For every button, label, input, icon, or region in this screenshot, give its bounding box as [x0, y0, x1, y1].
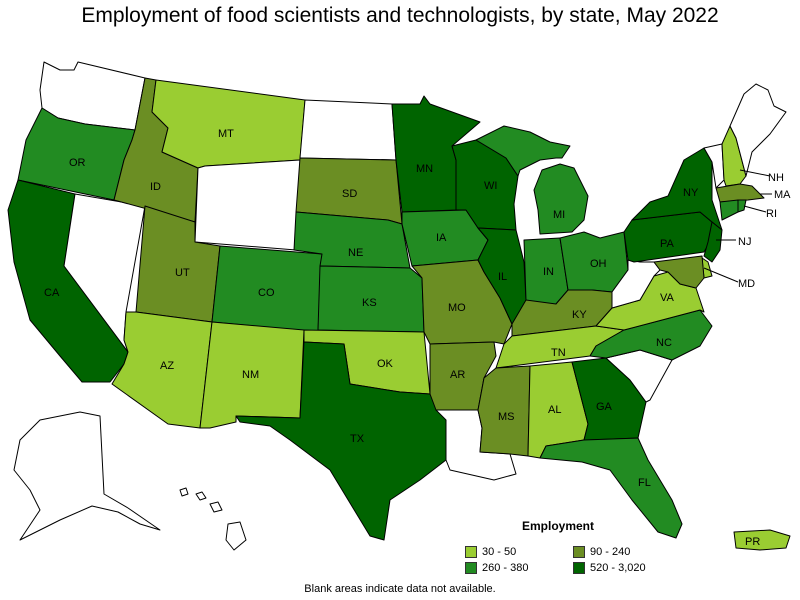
- label-OK: OK: [377, 358, 394, 370]
- label-NJ: NJ: [738, 236, 751, 248]
- label-MA: MA: [774, 189, 791, 201]
- state-AK[interactable]: [13, 411, 161, 541]
- label-OH: OH: [590, 258, 607, 270]
- label-MO: MO: [448, 302, 466, 314]
- state-MD[interactable]: [653, 255, 705, 289]
- label-MS: MS: [498, 411, 515, 423]
- label-MD: MD: [738, 278, 755, 290]
- state-ND[interactable]: [299, 99, 397, 161]
- label-NE: NE: [348, 247, 363, 259]
- legend-swatch-2: [573, 546, 585, 558]
- label-UT: UT: [175, 267, 190, 279]
- state-PR[interactable]: [733, 529, 791, 551]
- label-MN: MN: [416, 163, 433, 175]
- state-MA[interactable]: [715, 183, 765, 203]
- state-NM[interactable]: [199, 321, 305, 429]
- footnote: Blank areas indicate data not available.: [304, 583, 496, 595]
- legend-label-2: 90 - 240: [590, 546, 631, 558]
- state-MT[interactable]: [151, 79, 306, 169]
- label-CO: CO: [258, 287, 275, 299]
- state-WY[interactable]: [194, 159, 301, 251]
- label-TN: TN: [551, 347, 566, 359]
- state-labels: OR CA ID MT UT AZ CO NM SD NE KS OK TX M…: [44, 128, 791, 548]
- leader-lines: [703, 169, 772, 283]
- legend-swatch-3: [465, 562, 477, 574]
- state-RI[interactable]: [737, 199, 747, 213]
- legend-swatch-1: [465, 546, 477, 558]
- label-PR: PR: [745, 536, 760, 548]
- label-VA: VA: [660, 292, 675, 304]
- label-AR: AR: [450, 369, 465, 381]
- legend-label-4: 520 - 3,020: [590, 562, 646, 574]
- label-NY: NY: [683, 187, 699, 199]
- legend-title: Employment: [522, 519, 595, 533]
- state-TX[interactable]: [235, 341, 447, 541]
- label-IN: IN: [543, 266, 554, 278]
- label-NC: NC: [656, 337, 672, 349]
- state-HI[interactable]: [179, 487, 247, 551]
- label-NH: NH: [768, 172, 784, 184]
- label-CA: CA: [44, 287, 60, 299]
- label-KY: KY: [572, 309, 587, 321]
- state-FL[interactable]: [539, 437, 683, 539]
- label-MT: MT: [218, 128, 234, 140]
- label-AZ: AZ: [160, 360, 174, 372]
- state-NJ[interactable]: [703, 221, 723, 263]
- label-NM: NM: [242, 369, 259, 381]
- label-MI: MI: [553, 209, 565, 221]
- label-IL: IL: [498, 271, 507, 283]
- legend-label-1: 30 - 50: [482, 546, 517, 558]
- legend-label-3: 260 - 380: [482, 562, 529, 574]
- label-SD: SD: [342, 188, 357, 200]
- state-CT[interactable]: [719, 199, 739, 221]
- label-PA: PA: [660, 238, 675, 250]
- label-OR: OR: [69, 157, 86, 169]
- label-KS: KS: [362, 297, 377, 309]
- map-title: Employment of food scientists and techno…: [81, 4, 719, 27]
- label-WI: WI: [484, 180, 497, 192]
- legend-item-1: 30 - 50: [465, 546, 516, 558]
- state-VT[interactable]: [703, 143, 725, 189]
- label-IA: IA: [436, 232, 447, 244]
- label-TX: TX: [350, 433, 365, 445]
- label-ID: ID: [150, 181, 161, 193]
- legend-item-3: 260 - 380: [465, 562, 528, 574]
- state-ME[interactable]: [729, 83, 787, 177]
- legend-swatch-4: [573, 562, 585, 574]
- label-AL: AL: [548, 404, 561, 416]
- label-GA: GA: [596, 401, 613, 413]
- label-FL: FL: [638, 477, 651, 489]
- legend-item-2: 90 - 240: [573, 546, 630, 558]
- legend-item-4: 520 - 3,020: [573, 562, 646, 574]
- state-MI[interactable]: [475, 125, 589, 235]
- label-RI: RI: [766, 208, 777, 220]
